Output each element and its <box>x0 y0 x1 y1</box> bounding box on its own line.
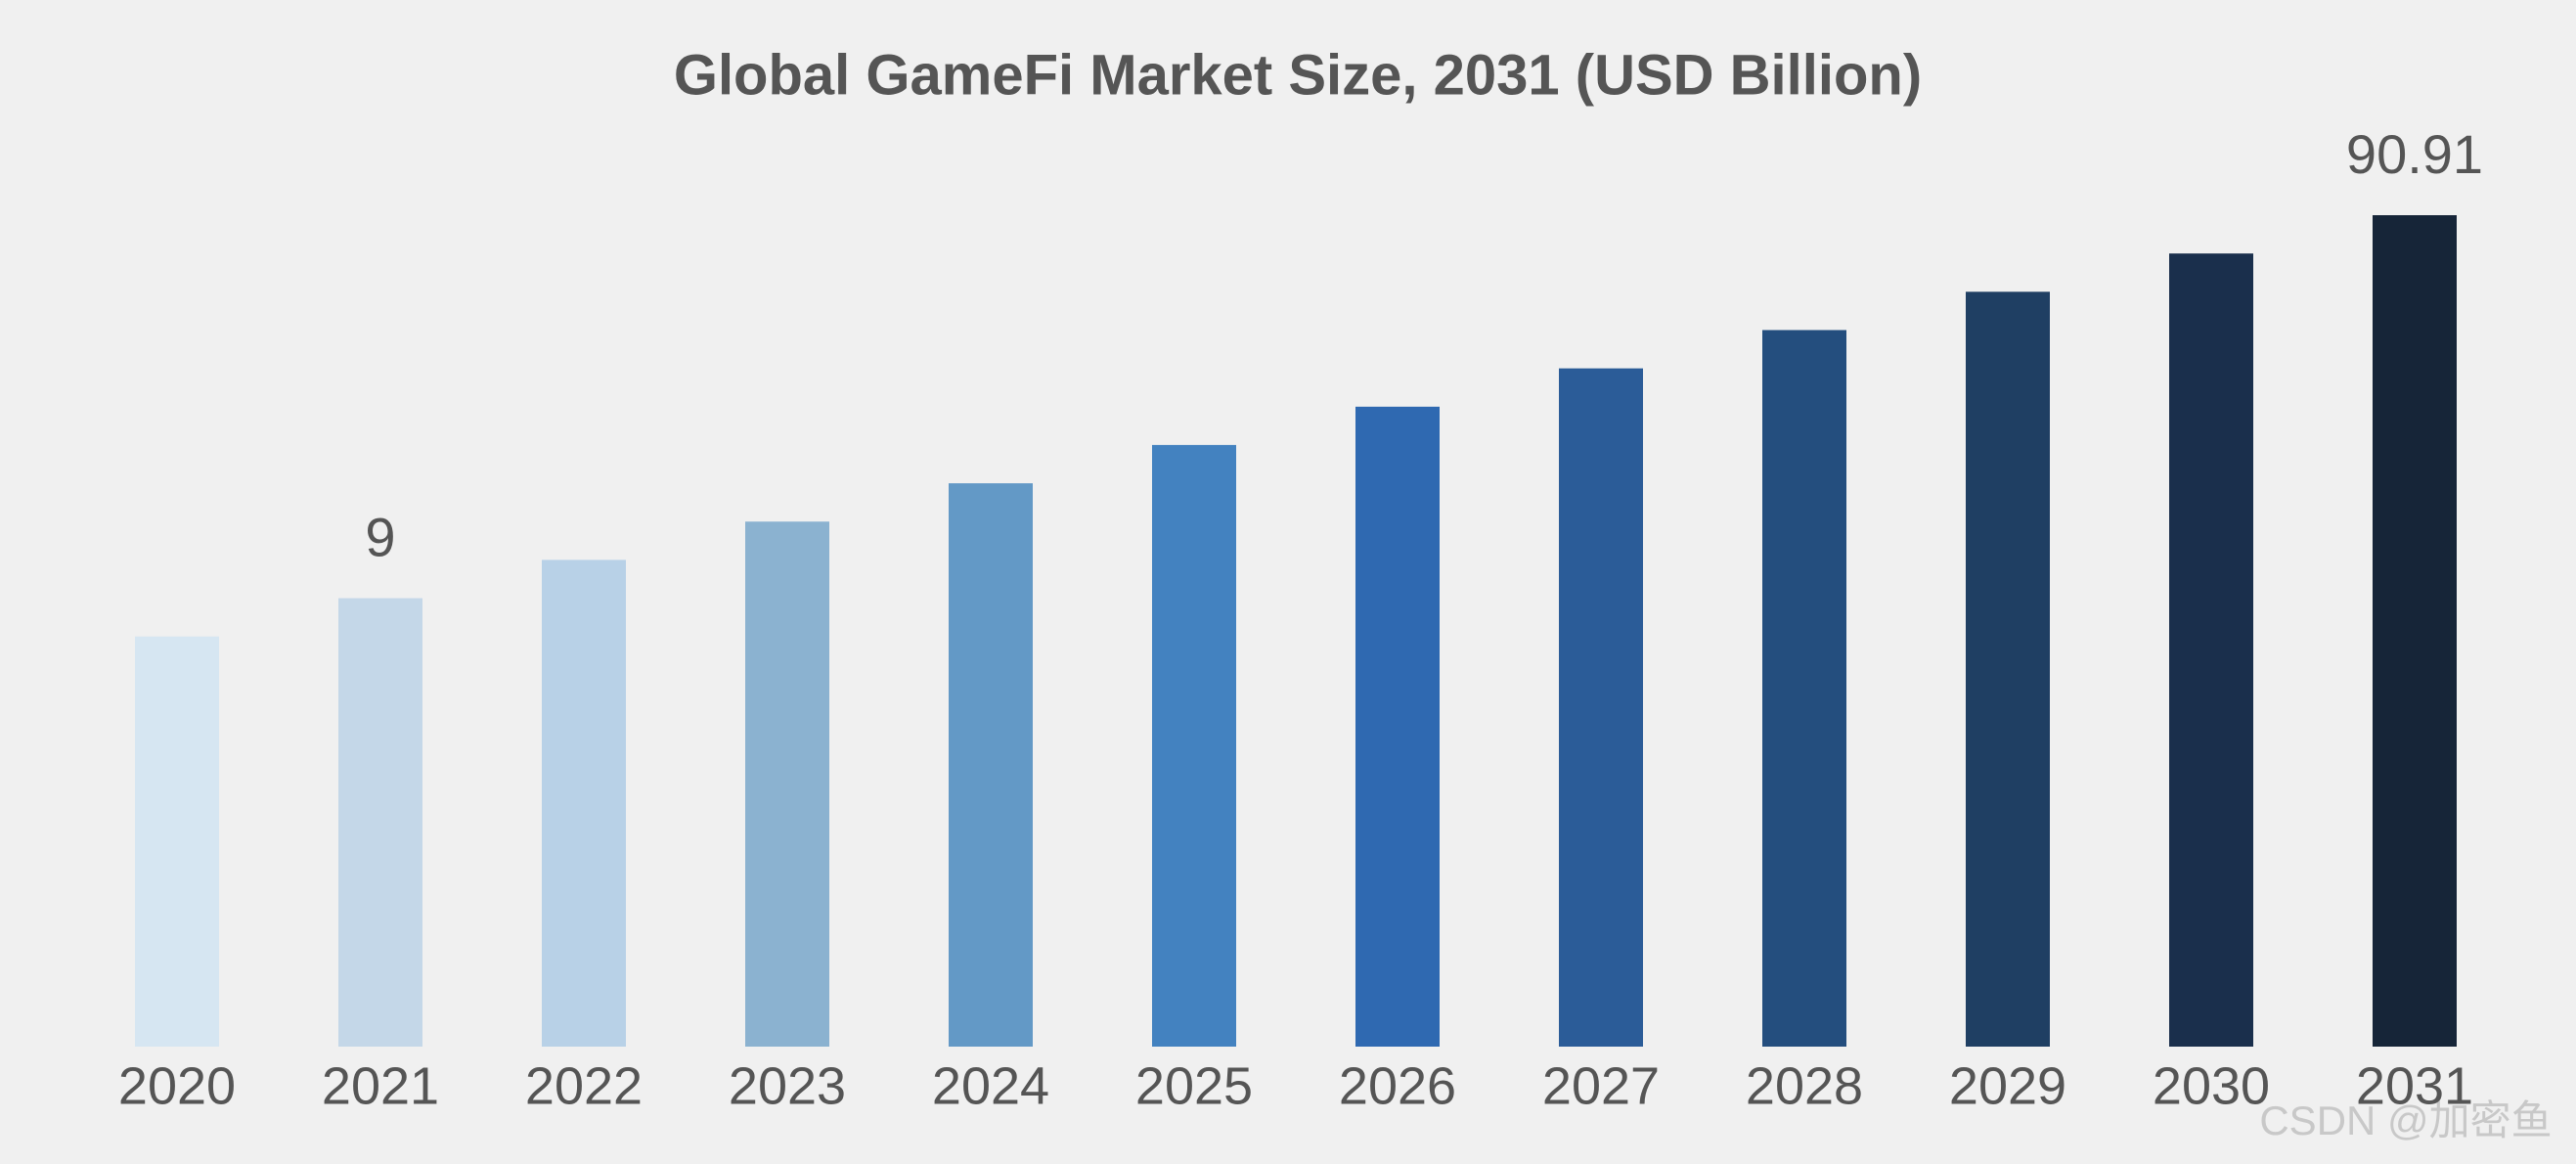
bar <box>2373 215 2457 1047</box>
bar <box>338 598 422 1047</box>
x-tick-label: 2027 <box>1542 1056 1660 1115</box>
bar <box>542 560 626 1047</box>
bar <box>1966 291 2050 1048</box>
x-tick-label: 2023 <box>729 1056 846 1115</box>
bar <box>1152 444 1236 1047</box>
watermark: CSDN @加密鱼 <box>2259 1097 2552 1143</box>
x-tick-label: 2026 <box>1339 1056 1456 1115</box>
x-tick-label: 2029 <box>1949 1056 2066 1115</box>
bar <box>1355 406 1440 1048</box>
chart-title: Global GameFi Market Size, 2031 (USD Bil… <box>674 43 1922 107</box>
x-tick-label: 2022 <box>525 1056 643 1115</box>
x-tick-label: 2031 <box>2356 1056 2473 1115</box>
data-label: 9 <box>365 506 395 567</box>
bar <box>1559 368 1643 1048</box>
x-tick-label: 2024 <box>932 1056 1049 1115</box>
bar <box>135 636 219 1047</box>
data-label: 90.91 <box>2346 123 2483 185</box>
bar <box>949 483 1033 1047</box>
bar <box>745 521 829 1047</box>
bar <box>2169 253 2253 1047</box>
x-tick-label: 2021 <box>322 1056 439 1115</box>
x-tick-label: 2030 <box>2153 1056 2270 1115</box>
bar <box>1762 330 1846 1048</box>
x-tick-label: 2028 <box>1746 1056 1863 1115</box>
x-tick-label: 2020 <box>118 1056 236 1115</box>
x-tick-label: 2025 <box>1135 1056 1253 1115</box>
